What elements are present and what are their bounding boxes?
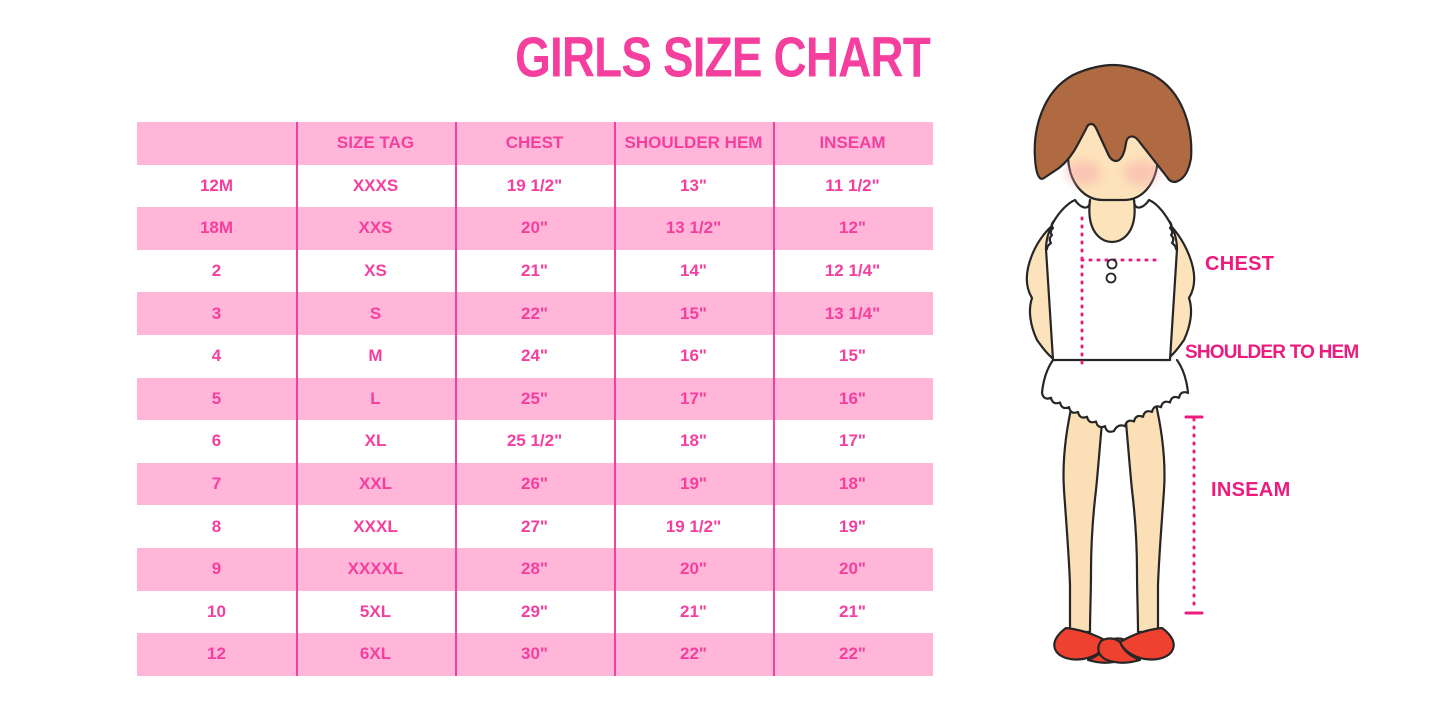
svg-text:INSEAM: INSEAM xyxy=(1211,479,1291,501)
svg-text:SHOULDER TO HEM: SHOULDER TO HEM xyxy=(1185,342,1358,363)
svg-text:CHEST: CHEST xyxy=(1205,253,1274,275)
